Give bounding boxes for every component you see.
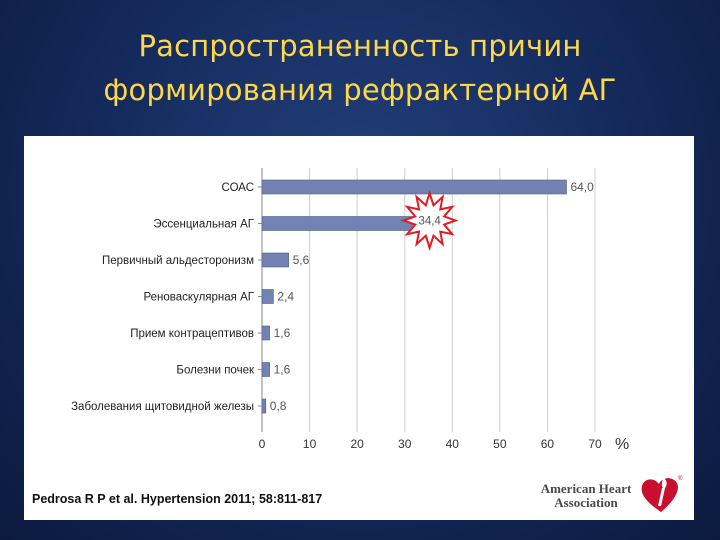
bar (261, 398, 267, 414)
bar (261, 252, 289, 268)
bar (261, 289, 274, 304)
x-tick-label: 60 (541, 437, 555, 451)
category-label: Эссенциальная АГ (153, 219, 254, 231)
svg-text:®: ® (678, 475, 683, 482)
x-tick-label: 10 (303, 437, 317, 451)
data-label: 1,6 (274, 363, 291, 377)
aha-logo-text: American Heart Association (534, 482, 638, 510)
slide-title: Распространенность причин формирования р… (40, 24, 680, 112)
x-tick-label: 30 (398, 437, 412, 451)
category-label: Первичный альдесторонизм (102, 255, 254, 267)
data-label: 1,6 (274, 326, 291, 340)
x-tick-label: 20 (350, 437, 364, 451)
x-tick-label: 40 (446, 437, 460, 451)
bar (261, 179, 567, 195)
data-label: 34,4 (418, 216, 441, 228)
x-tick-label: 0 (259, 437, 266, 451)
category-label: Заболевания щитовидной железы (71, 401, 254, 413)
aha-logo: American Heart Association ® (534, 472, 686, 516)
category-label: Болезни почек (176, 365, 255, 377)
bar (261, 325, 270, 341)
chart-panel: 0 10 20 30 40 50 60 70% СОАС 64,0 Эссенциальная АГ… (24, 136, 694, 520)
data-label: 0,8 (270, 399, 287, 413)
x-tick-label: 50 (493, 437, 507, 451)
data-label: 64,0 (570, 180, 594, 194)
x-tick-label: 70 (588, 437, 602, 451)
x-unit-label: % (615, 436, 629, 453)
heart-torch-icon: ® (641, 475, 683, 512)
category-label: Реноваскулярная АГ (144, 292, 255, 304)
citation: Pedrosa R P et al. Hypertension 2011; 58… (32, 492, 323, 506)
slide-title-line-1: Распространенность причин (138, 29, 582, 63)
bar-chart: 0 10 20 30 40 50 60 70 % СОАС 64,0 Эссенциальная АГ… (71, 168, 629, 453)
slide-title-line-2: формирования рефрактерной АГ (103, 73, 617, 107)
aha-logo-line-2: Association (554, 495, 618, 510)
highlight-burst (400, 189, 459, 252)
data-label: 5,6 (293, 253, 310, 267)
bar (261, 362, 270, 377)
bar (261, 216, 426, 231)
data-label: 2,4 (277, 290, 294, 304)
category-label: СОАС (222, 182, 254, 194)
aha-logo-line-1: American Heart (540, 481, 632, 496)
category-label: Прием контрацептивов (130, 328, 254, 340)
